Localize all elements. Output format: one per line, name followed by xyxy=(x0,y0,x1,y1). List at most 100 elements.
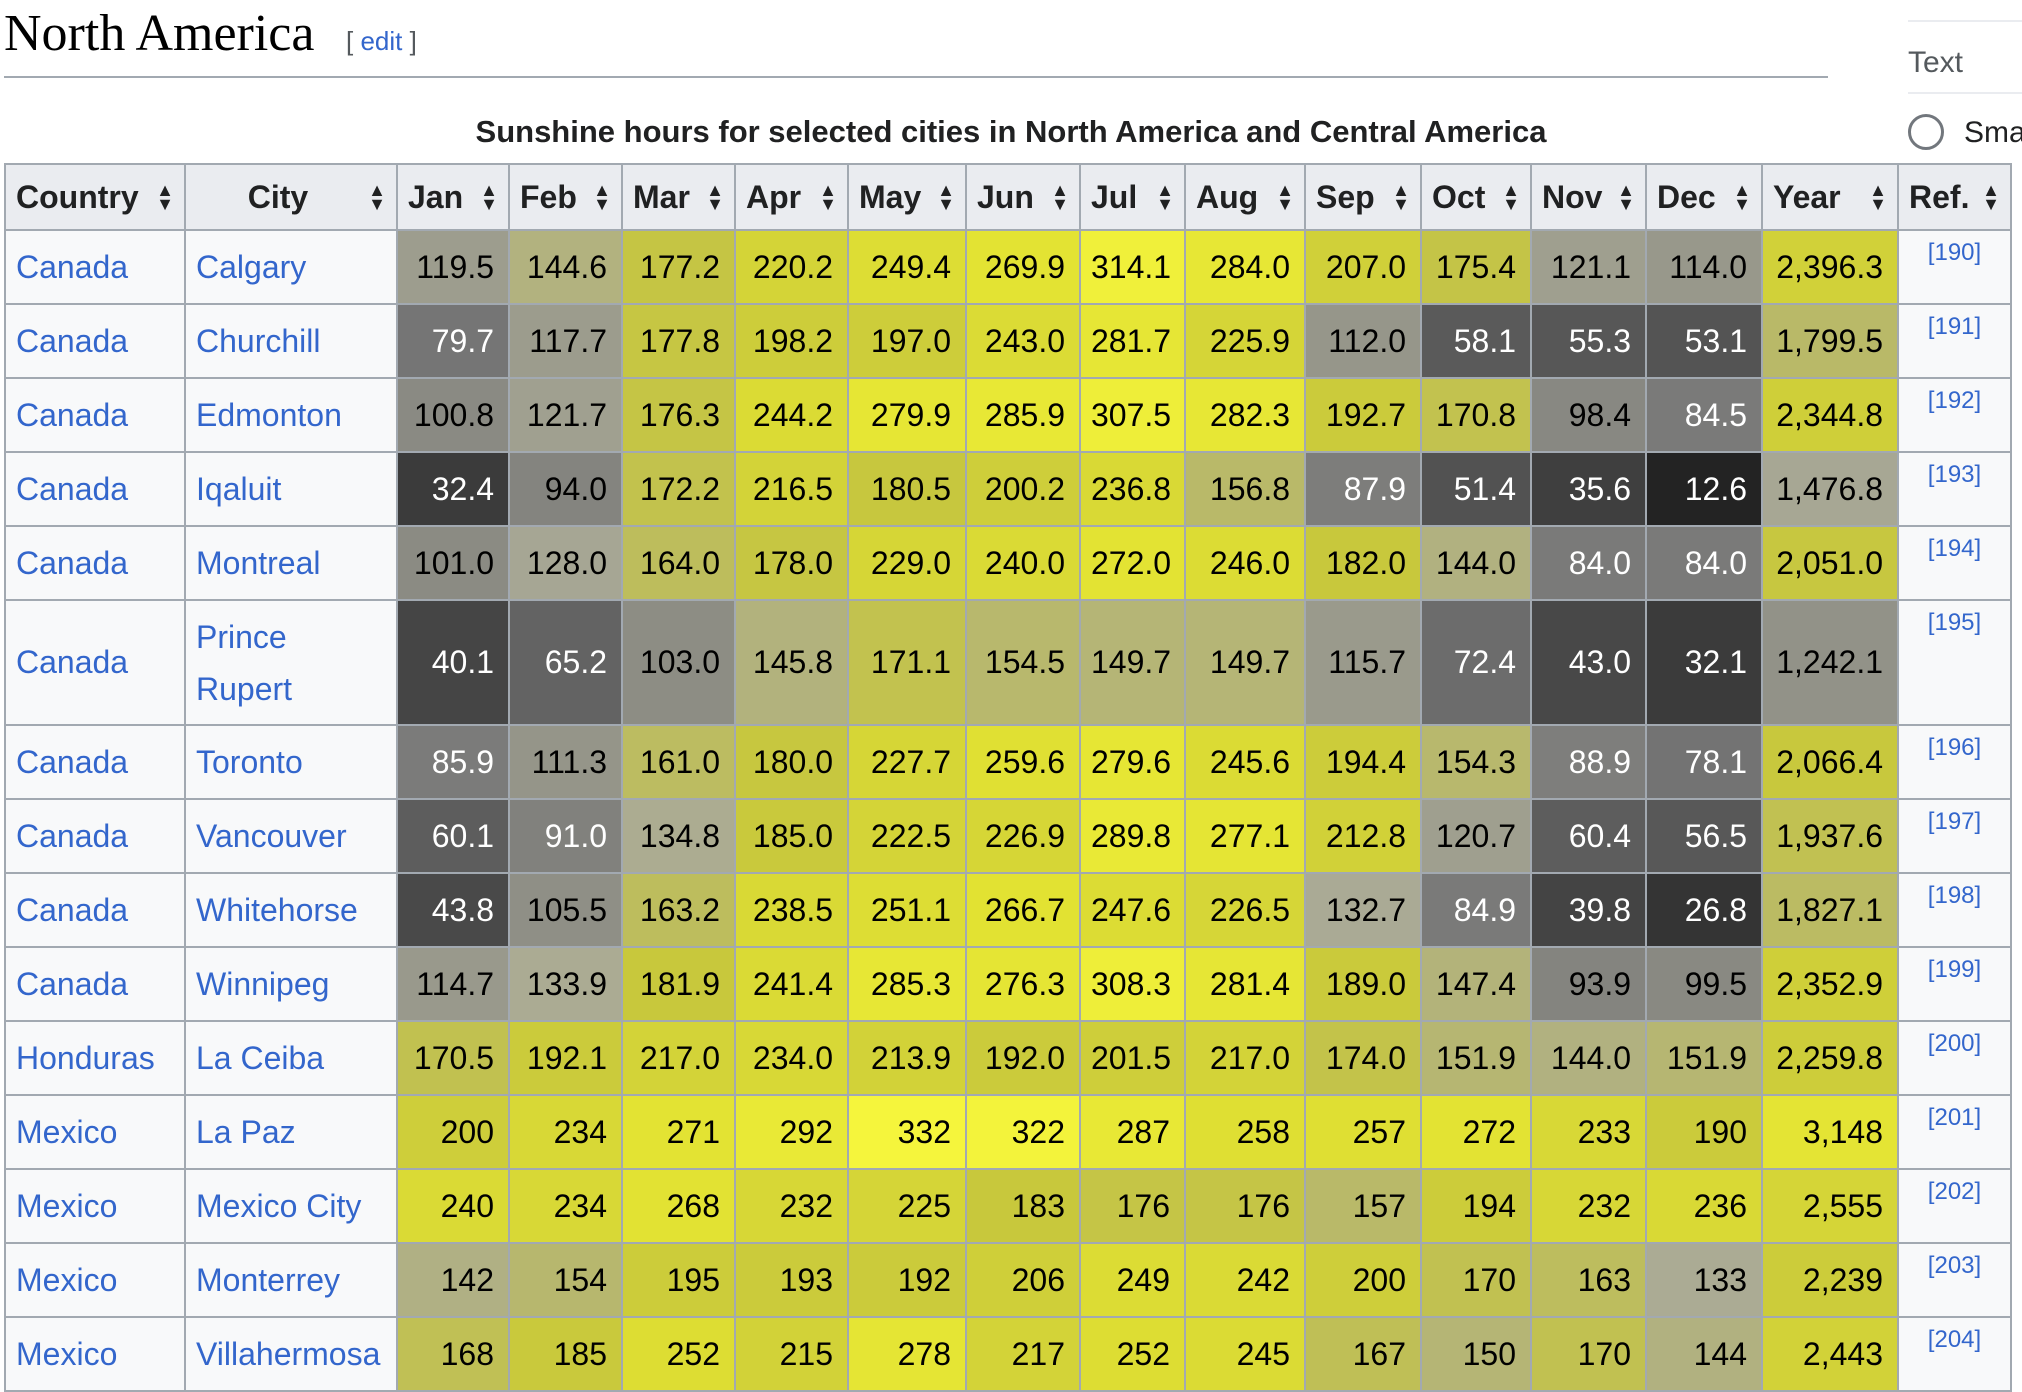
column-header-sep[interactable]: Sep ▲ ▼ xyxy=(1304,163,1422,231)
sort-icon[interactable]: ▲ ▼ xyxy=(368,180,386,214)
sort-icon[interactable]: ▲ ▼ xyxy=(156,180,174,214)
reference-link[interactable]: [193] xyxy=(1897,451,2012,527)
appearance-panel-text: Text xyxy=(1908,20,2022,94)
column-header-city[interactable]: City ▲ ▼ xyxy=(184,163,398,231)
column-header-dec[interactable]: Dec ▲ ▼ xyxy=(1645,163,1763,231)
sort-icon[interactable]: ▲ ▼ xyxy=(1733,180,1751,214)
month-value-cell: 98.4 xyxy=(1530,377,1647,453)
city-link[interactable]: Churchill xyxy=(184,303,398,379)
sort-icon[interactable]: ▲ ▼ xyxy=(593,180,611,214)
city-link[interactable]: Monterrey xyxy=(184,1242,398,1318)
sort-icon[interactable]: ▲ ▼ xyxy=(706,180,724,214)
month-value-cell: 289.8 xyxy=(1079,798,1186,874)
sort-icon[interactable]: ▲ ▼ xyxy=(819,180,837,214)
month-value-cell: 217.0 xyxy=(1184,1020,1306,1096)
column-header-aug[interactable]: Aug ▲ ▼ xyxy=(1184,163,1306,231)
column-header-nov[interactable]: Nov ▲ ▼ xyxy=(1530,163,1647,231)
reference-link[interactable]: [197] xyxy=(1897,798,2012,874)
city-link[interactable]: Toronto xyxy=(184,724,398,800)
city-link-line[interactable]: Rupert xyxy=(196,670,293,707)
city-link[interactable]: La Paz xyxy=(184,1094,398,1170)
city-link[interactable]: Calgary xyxy=(184,229,398,305)
reference-link[interactable]: [198] xyxy=(1897,872,2012,948)
country-link[interactable]: Canada xyxy=(4,377,186,453)
month-value-cell: 55.3 xyxy=(1530,303,1647,379)
column-header-mar[interactable]: Mar ▲ ▼ xyxy=(621,163,736,231)
column-header-ref[interactable]: Ref. ▲ ▼ xyxy=(1897,163,2012,231)
country-link[interactable]: Mexico xyxy=(4,1168,186,1244)
city-link[interactable]: Vancouver xyxy=(184,798,398,874)
city-link[interactable]: Iqaluit xyxy=(184,451,398,527)
column-header-oct[interactable]: Oct ▲ ▼ xyxy=(1420,163,1532,231)
sort-icon[interactable]: ▲ ▼ xyxy=(937,180,955,214)
month-value-cell: 251.1 xyxy=(847,872,967,948)
reference-link[interactable]: [194] xyxy=(1897,525,2012,601)
country-link[interactable]: Mexico xyxy=(4,1242,186,1318)
month-value-cell: 87.9 xyxy=(1304,451,1422,527)
reference-link[interactable]: [190] xyxy=(1897,229,2012,305)
country-link[interactable]: Canada xyxy=(4,872,186,948)
city-link[interactable]: Whitehorse xyxy=(184,872,398,948)
month-value-cell: 272 xyxy=(1420,1094,1532,1170)
country-link[interactable]: Mexico xyxy=(4,1094,186,1170)
reference-link[interactable]: [203] xyxy=(1897,1242,2012,1318)
column-header-apr[interactable]: Apr ▲ ▼ xyxy=(734,163,849,231)
month-value-cell: 213.9 xyxy=(847,1020,967,1096)
city-link[interactable]: Prince Rupert xyxy=(184,599,398,726)
month-value-cell: 150 xyxy=(1420,1316,1532,1392)
reference-link[interactable]: [191] xyxy=(1897,303,2012,379)
reference-link[interactable]: [200] xyxy=(1897,1020,2012,1096)
country-link[interactable]: Honduras xyxy=(4,1020,186,1096)
month-value-cell: 115.7 xyxy=(1304,599,1422,726)
reference-link[interactable]: [192] xyxy=(1897,377,2012,453)
month-value-cell: 128.0 xyxy=(508,525,623,601)
sort-icon[interactable]: ▲ ▼ xyxy=(1051,180,1069,214)
sort-icon[interactable]: ▲ ▼ xyxy=(480,180,498,214)
column-header-may[interactable]: May ▲ ▼ xyxy=(847,163,967,231)
country-link[interactable]: Mexico xyxy=(4,1316,186,1392)
month-value-cell: 117.7 xyxy=(508,303,623,379)
sort-icon[interactable]: ▲ ▼ xyxy=(1502,180,1520,214)
table-row: Mexico Villahermosa 168 185 252 215 278 217 252 2… xyxy=(4,1316,2012,1392)
country-link[interactable]: Canada xyxy=(4,229,186,305)
small-radio-button[interactable] xyxy=(1908,114,1944,150)
text-size-option[interactable]: Sma xyxy=(1908,112,2022,156)
column-header-year[interactable]: Year ▲ ▼ xyxy=(1761,163,1899,231)
reference-link[interactable]: [196] xyxy=(1897,724,2012,800)
reference-link[interactable]: [202] xyxy=(1897,1168,2012,1244)
month-value-cell: 142 xyxy=(396,1242,510,1318)
sort-icon[interactable]: ▲ ▼ xyxy=(1869,180,1887,214)
edit-link[interactable]: edit xyxy=(360,26,403,56)
sort-icon[interactable]: ▲ ▼ xyxy=(1982,180,2000,214)
country-link[interactable]: Canada xyxy=(4,599,186,726)
column-header-label: Aug xyxy=(1196,178,1259,215)
city-link[interactable]: Montreal xyxy=(184,525,398,601)
sort-icon[interactable]: ▲ ▼ xyxy=(1392,180,1410,214)
city-link[interactable]: Edmonton xyxy=(184,377,398,453)
country-link[interactable]: Canada xyxy=(4,798,186,874)
country-link[interactable]: Canada xyxy=(4,525,186,601)
month-value-cell: 234.0 xyxy=(734,1020,849,1096)
city-link-line[interactable]: Prince xyxy=(196,618,287,655)
sort-icon[interactable]: ▲ ▼ xyxy=(1156,180,1174,214)
reference-link[interactable]: [201] xyxy=(1897,1094,2012,1170)
country-link[interactable]: Canada xyxy=(4,946,186,1022)
sort-icon[interactable]: ▲ ▼ xyxy=(1276,180,1294,214)
country-link[interactable]: Canada xyxy=(4,451,186,527)
country-link[interactable]: Canada xyxy=(4,724,186,800)
sort-icon[interactable]: ▲ ▼ xyxy=(1617,180,1635,214)
country-link[interactable]: Canada xyxy=(4,303,186,379)
reference-link[interactable]: [195] xyxy=(1897,599,2012,726)
city-link[interactable]: Winnipeg xyxy=(184,946,398,1022)
city-link[interactable]: La Ceiba xyxy=(184,1020,398,1096)
city-link[interactable]: Mexico City xyxy=(184,1168,398,1244)
column-header-country[interactable]: Country ▲ ▼ xyxy=(4,163,186,231)
column-header-jan[interactable]: Jan ▲ ▼ xyxy=(396,163,510,231)
reference-link[interactable]: [199] xyxy=(1897,946,2012,1022)
column-header-jul[interactable]: Jul ▲ ▼ xyxy=(1079,163,1186,231)
column-header-feb[interactable]: Feb ▲ ▼ xyxy=(508,163,623,231)
edit-bracket-open: [ xyxy=(346,26,361,56)
reference-link[interactable]: [204] xyxy=(1897,1316,2012,1392)
column-header-jun[interactable]: Jun ▲ ▼ xyxy=(965,163,1081,231)
city-link[interactable]: Villahermosa xyxy=(184,1316,398,1392)
